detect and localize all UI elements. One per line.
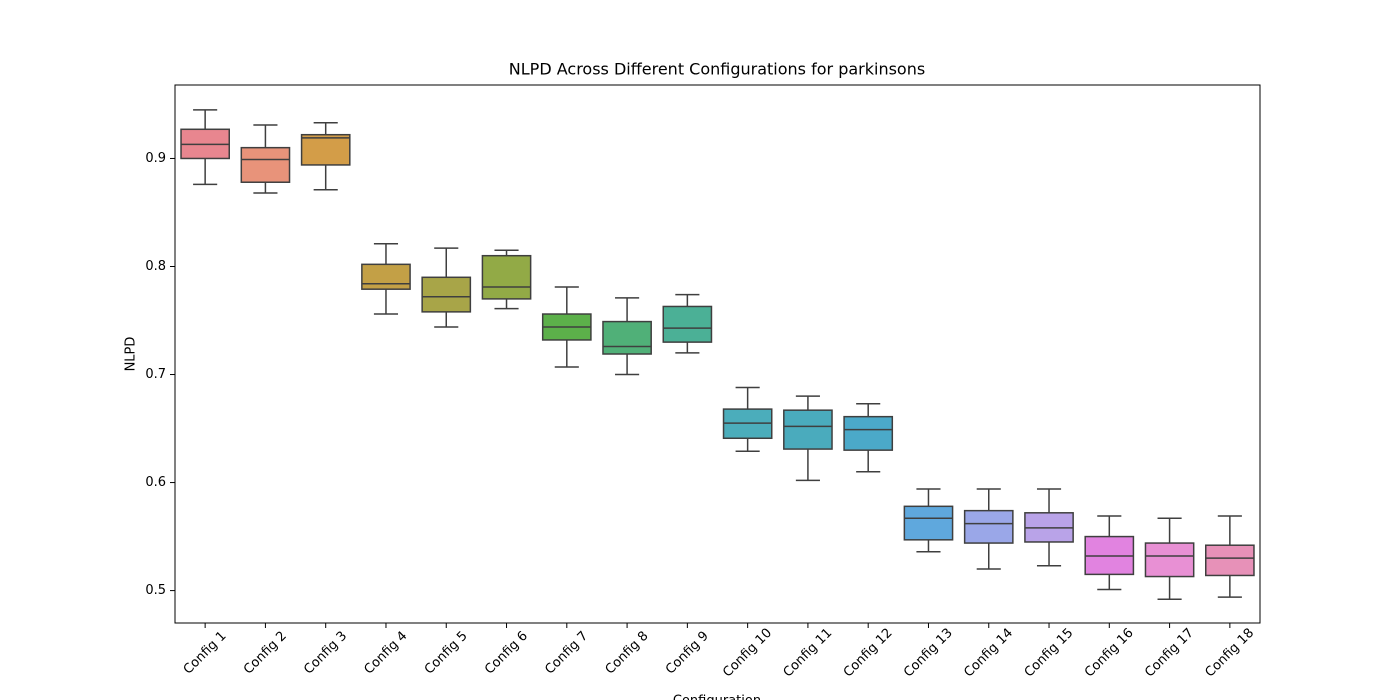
- box: [662, 305, 713, 343]
- box: [963, 509, 1014, 544]
- y-tick-label: 0.9: [145, 151, 166, 166]
- y-tick-label: 0.7: [145, 367, 166, 382]
- box: [1144, 542, 1195, 578]
- box: [300, 133, 351, 166]
- box: [361, 263, 411, 290]
- box: [421, 276, 472, 313]
- chart-title: NLPD Across Different Configurations for…: [509, 60, 925, 79]
- y-tick-label: 0.8: [145, 259, 166, 274]
- box: [903, 505, 954, 541]
- box: [481, 254, 532, 300]
- y-axis-label: NLPD: [124, 337, 139, 372]
- box: [843, 415, 894, 451]
- box: [1205, 544, 1255, 577]
- box: [783, 409, 833, 450]
- box: [240, 146, 291, 183]
- y-tick-label: 0.5: [145, 583, 166, 598]
- x-axis-label: Configuration: [673, 694, 761, 700]
- y-tick-label: 0.6: [145, 475, 166, 490]
- plot-frame: [174, 84, 1261, 624]
- box: [602, 320, 652, 355]
